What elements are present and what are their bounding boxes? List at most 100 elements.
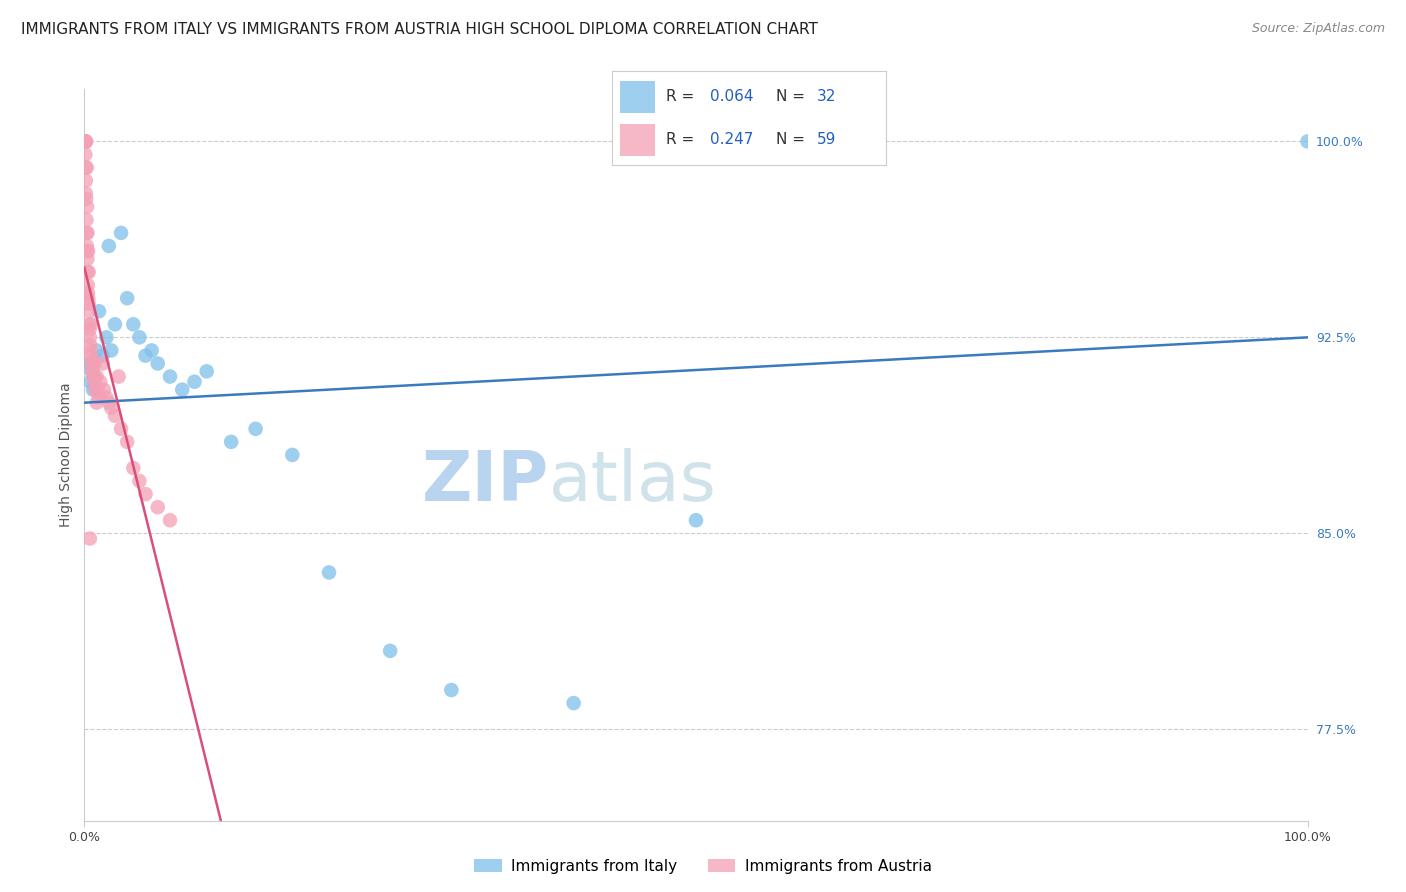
Point (380, 644, 402, 658)
Point (146, 357, 169, 371)
Text: IMMIGRANTS FROM ITALY VS IMMIGRANTS FROM AUSTRIA HIGH SCHOOL DIPLOMA CORRELATION: IMMIGRANTS FROM ITALY VS IMMIGRANTS FROM… (21, 22, 818, 37)
Point (97, 395, 120, 409)
Point (83, 357, 105, 371)
Point (79, 343, 101, 358)
Point (75, 192, 97, 206)
Point (87, 304, 110, 318)
Point (83, 369, 105, 384)
Point (80, 349, 103, 363)
Point (110, 226, 132, 240)
Point (135, 349, 157, 363)
Text: ZIP: ZIP (422, 448, 550, 515)
Point (77, 318, 100, 332)
Point (93, 383, 115, 397)
Point (86, 369, 108, 384)
Point (76, 252, 98, 266)
Point (75, 147, 97, 161)
Point (245, 422, 267, 436)
Point (79, 532, 101, 546)
Point (83, 375, 105, 389)
Point (159, 513, 181, 527)
Legend: Immigrants from Italy, Immigrants from Austria: Immigrants from Italy, Immigrants from A… (468, 853, 938, 880)
Point (77, 244, 100, 259)
Point (128, 330, 150, 344)
Point (76, 278, 98, 293)
Point (76, 226, 98, 240)
Point (104, 318, 127, 332)
Point (1296, 135, 1319, 149)
Text: 32: 32 (817, 89, 837, 104)
Point (115, 291, 138, 305)
Point (75, 186, 97, 201)
Point (128, 474, 150, 488)
Point (172, 383, 194, 397)
Point (104, 409, 127, 423)
Point (76, 200, 98, 214)
Point (86, 395, 108, 409)
Point (73, 135, 96, 149)
Point (79, 322, 101, 336)
Point (96, 391, 118, 405)
Point (75, 135, 97, 149)
Point (75, 135, 97, 149)
Point (75, 174, 97, 188)
Text: Source: ZipAtlas.com: Source: ZipAtlas.com (1251, 22, 1385, 36)
Point (86, 343, 108, 358)
Point (77, 296, 100, 310)
Point (96, 330, 118, 344)
Point (281, 448, 304, 462)
Text: N =: N = (776, 89, 810, 104)
Point (79, 375, 101, 389)
Point (89, 375, 111, 389)
Point (135, 487, 157, 501)
Text: R =: R = (666, 132, 700, 147)
Point (75, 212, 97, 227)
Point (77, 304, 100, 318)
Y-axis label: High School Diploma: High School Diploma (59, 383, 73, 527)
Point (87, 391, 110, 405)
Point (76, 161, 98, 175)
Point (77, 265, 100, 279)
Text: 0.247: 0.247 (710, 132, 754, 147)
Point (76, 239, 98, 253)
Point (159, 369, 181, 384)
Point (100, 401, 122, 415)
Point (91, 357, 114, 371)
Point (80, 357, 103, 371)
Point (77, 285, 100, 300)
Point (685, 513, 707, 527)
Text: 0.064: 0.064 (710, 89, 754, 104)
Point (440, 683, 463, 698)
Point (122, 318, 145, 332)
Point (97, 239, 120, 253)
Point (82, 357, 104, 371)
Point (79, 338, 101, 352)
Point (122, 461, 145, 475)
Point (75, 161, 97, 175)
Point (76, 226, 98, 240)
Point (77, 357, 100, 371)
Point (76, 265, 98, 279)
Point (83, 369, 105, 384)
Point (82, 364, 104, 378)
Point (76, 244, 98, 259)
Point (318, 566, 340, 580)
Point (82, 383, 104, 397)
Point (84, 383, 107, 397)
Point (87, 383, 110, 397)
Point (77, 291, 100, 305)
Point (80, 318, 103, 332)
Point (141, 343, 163, 358)
Text: R =: R = (666, 89, 700, 104)
Point (80, 364, 103, 378)
Point (107, 369, 129, 384)
Point (146, 500, 169, 515)
Point (91, 349, 114, 363)
Text: atlas: atlas (550, 448, 717, 515)
Text: N =: N = (776, 132, 810, 147)
Point (183, 375, 205, 389)
Text: 59: 59 (817, 132, 837, 147)
Point (562, 696, 585, 710)
Point (110, 422, 132, 436)
Point (100, 343, 122, 358)
